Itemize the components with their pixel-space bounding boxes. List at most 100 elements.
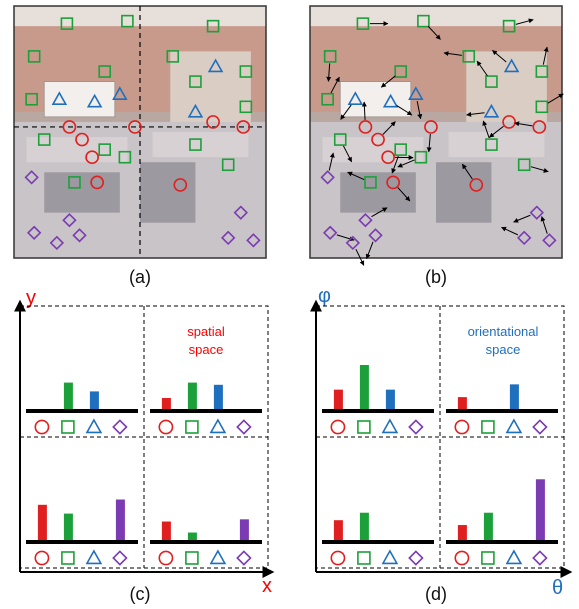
square-marker: [206, 19, 220, 33]
orientation-arrow: [514, 121, 533, 127]
circle-marker: [90, 175, 105, 190]
triangle-bar: [89, 391, 99, 409]
circle-bar: [333, 389, 343, 409]
circle-bar: [37, 504, 47, 540]
triangle-marker: [86, 93, 103, 108]
diamond-marker: [320, 170, 335, 185]
square-marker: [481, 420, 495, 434]
circle-marker: [85, 150, 99, 165]
back-room-image: [170, 51, 251, 127]
triangle-bar: [509, 384, 519, 409]
triangle-marker: [381, 418, 399, 434]
square-marker: [239, 100, 253, 114]
square-marker: [221, 158, 235, 172]
orientation-arrow: [530, 166, 549, 173]
square-marker: [356, 17, 370, 30]
square-marker: [357, 551, 371, 565]
square-marker: [239, 65, 253, 78]
orientation-arrow: [391, 156, 399, 174]
note-c-line2: space: [189, 342, 224, 357]
circle-marker: [34, 550, 50, 566]
circle-marker: [371, 132, 385, 147]
triangle-marker: [408, 86, 424, 100]
square-marker: [98, 65, 112, 78]
diamond-bar: [239, 519, 249, 540]
circle-marker: [424, 120, 438, 134]
triangle-bar: [213, 384, 223, 409]
circle-marker: [34, 419, 50, 435]
orientation-arrow: [501, 226, 519, 236]
circle-bar: [457, 525, 467, 540]
note-d-line1: orientational: [468, 324, 539, 339]
triangle-marker: [503, 58, 520, 73]
orientation-arrow: [542, 46, 549, 65]
y-axis-label-d: φ: [318, 285, 331, 307]
square-marker: [189, 138, 202, 151]
diamond-marker: [532, 550, 548, 566]
square-marker: [485, 138, 498, 151]
circle-marker: [236, 120, 251, 134]
square-marker: [121, 14, 134, 28]
square-bar: [359, 365, 369, 409]
diamond-marker: [322, 225, 338, 240]
diamond-marker: [529, 205, 544, 220]
caption-a: (a): [129, 267, 151, 287]
whiteboard-image: [339, 81, 412, 118]
caption-c: (c): [130, 584, 151, 604]
orientation-arrow: [340, 104, 352, 120]
triangle-marker: [85, 418, 103, 434]
square-marker: [166, 50, 180, 63]
orientation-arrow: [355, 248, 365, 266]
orientation-arrow: [342, 145, 353, 163]
x-axis-label-c: x: [262, 575, 272, 597]
square-marker: [27, 50, 41, 63]
square-marker: [502, 19, 516, 33]
square-marker: [37, 133, 51, 146]
triangle-marker: [382, 93, 399, 108]
table-image: [322, 137, 424, 163]
square-bar: [187, 532, 197, 540]
circle-marker: [75, 132, 89, 147]
square-marker: [185, 420, 199, 434]
square-bar: [483, 512, 493, 540]
chair-image: [340, 172, 416, 213]
y-axis-label-c: y: [26, 287, 36, 309]
diamond-marker: [62, 213, 77, 228]
histogram-panel-c: y x spatial space: [14, 287, 275, 597]
square-marker: [333, 133, 347, 146]
square-marker: [394, 65, 408, 78]
diamond-marker: [345, 235, 361, 251]
square-marker: [185, 551, 199, 565]
orientation-arrow: [513, 214, 531, 223]
square-marker: [364, 176, 377, 189]
chair-image: [140, 162, 196, 223]
square-marker: [189, 75, 202, 88]
square-marker: [481, 551, 495, 565]
circle-marker: [469, 178, 484, 192]
triangle-marker: [381, 549, 399, 565]
square-marker: [414, 150, 428, 164]
circle-marker: [128, 120, 142, 134]
diamond-marker: [221, 230, 236, 246]
note-c-line1: spatial: [187, 324, 225, 339]
orientation-arrow: [416, 100, 423, 120]
orientation-arrow: [330, 76, 340, 94]
orientation-arrow: [380, 75, 396, 88]
square-marker: [68, 176, 81, 189]
diamond-bar: [115, 499, 125, 540]
diamond-marker: [517, 230, 532, 246]
triangle-marker: [85, 549, 103, 565]
orientation-arrow: [382, 121, 396, 135]
circle-marker: [173, 178, 188, 192]
square-marker: [61, 551, 75, 565]
triangle-marker: [505, 418, 523, 434]
diamond-marker: [532, 419, 548, 435]
diamond-marker: [112, 550, 128, 566]
square-bar: [359, 512, 369, 540]
orientation-arrow: [488, 125, 504, 138]
diamond-marker: [246, 233, 261, 248]
orientation-arrow: [361, 101, 367, 120]
circle-marker: [381, 150, 395, 165]
orientation-arrow: [461, 163, 473, 180]
